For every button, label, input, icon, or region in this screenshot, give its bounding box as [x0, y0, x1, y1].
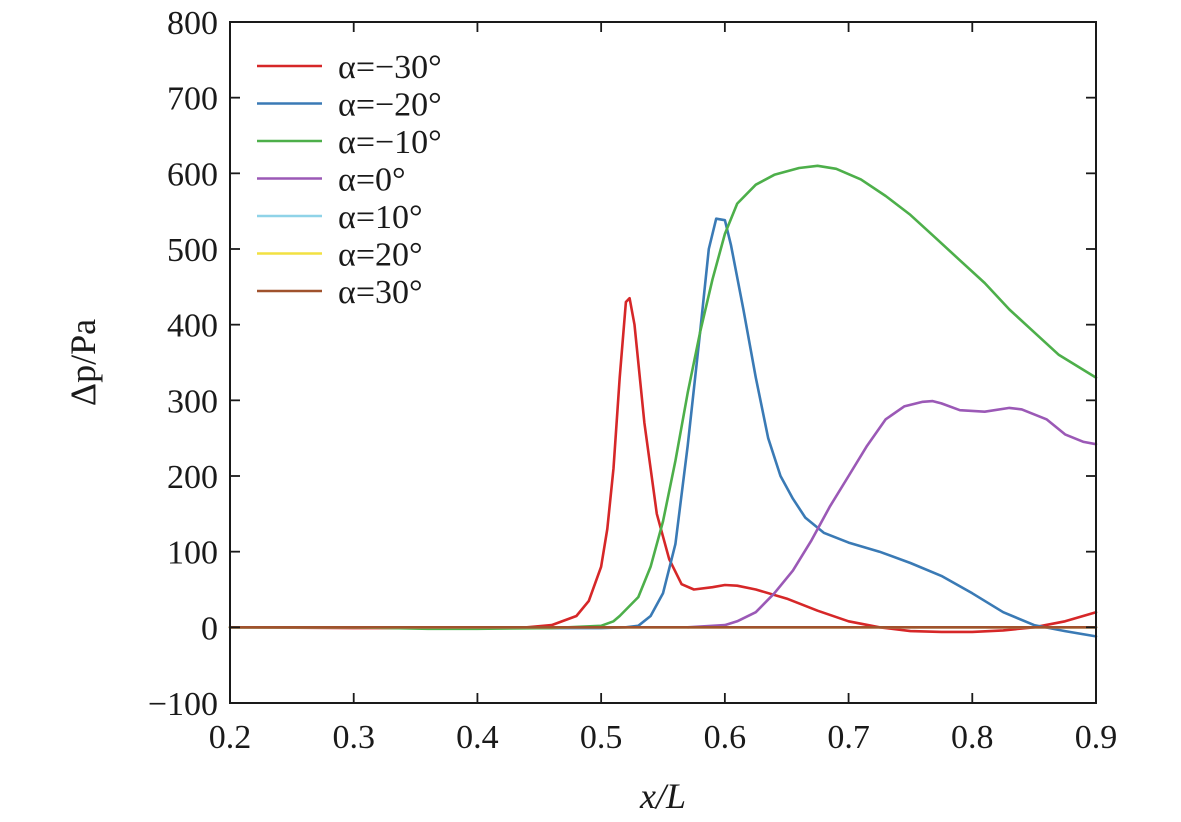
- legend: α=−30°α=−20°α=−10°α=0°α=10°α=20°α=30°: [257, 49, 442, 311]
- y-tick-label: 500: [167, 232, 218, 269]
- legend-label-4: α=10°: [338, 199, 423, 236]
- y-tick-label: 400: [167, 308, 218, 345]
- legend-label-0: α=−30°: [338, 49, 442, 86]
- y-tick-label: 300: [167, 383, 218, 420]
- series-layer: [228, 164, 1098, 638]
- y-tick-label: 100: [167, 535, 218, 572]
- legend-label-2: α=−10°: [338, 124, 442, 161]
- legend-label-6: α=30°: [338, 274, 423, 311]
- x-axis-label: x/L: [639, 776, 686, 816]
- x-tick-label: 0.7: [827, 719, 870, 756]
- legend-label-1: α=−20°: [338, 87, 442, 124]
- x-tick-label: 0.4: [456, 719, 499, 756]
- y-tick-label: 800: [167, 5, 218, 42]
- y-tick-label: 600: [167, 156, 218, 193]
- x-axis: 0.2 0.3 0.4 0.5 0.6 0.7 0.8 0.9: [209, 22, 1118, 756]
- plot-frame: [229, 21, 1097, 704]
- series-line-2: [228, 164, 1098, 631]
- series-line-3: [686, 399, 1098, 629]
- legend-label-5: α=20°: [338, 237, 423, 274]
- y-tick-label: 700: [167, 81, 218, 118]
- legend-label-3: α=0°: [338, 162, 406, 199]
- x-tick-label: 0.3: [332, 719, 375, 756]
- x-tick-label: 0.9: [1075, 719, 1118, 756]
- x-tick-label: 0.2: [209, 719, 252, 756]
- y-tick-label: 0: [201, 610, 218, 647]
- y-axis: −100 0 100 200 300 400 500 600 700 800: [148, 5, 1096, 723]
- y-axis-label: Δp/Pa: [63, 319, 103, 406]
- series-line-1: [228, 217, 1098, 638]
- x-tick-label: 0.5: [580, 719, 623, 756]
- x-tick-label: 0.6: [704, 719, 747, 756]
- series-line-0: [228, 296, 1098, 634]
- x-tick-label: 0.8: [951, 719, 994, 756]
- y-tick-label: −100: [148, 686, 218, 723]
- y-tick-label: 200: [167, 459, 218, 496]
